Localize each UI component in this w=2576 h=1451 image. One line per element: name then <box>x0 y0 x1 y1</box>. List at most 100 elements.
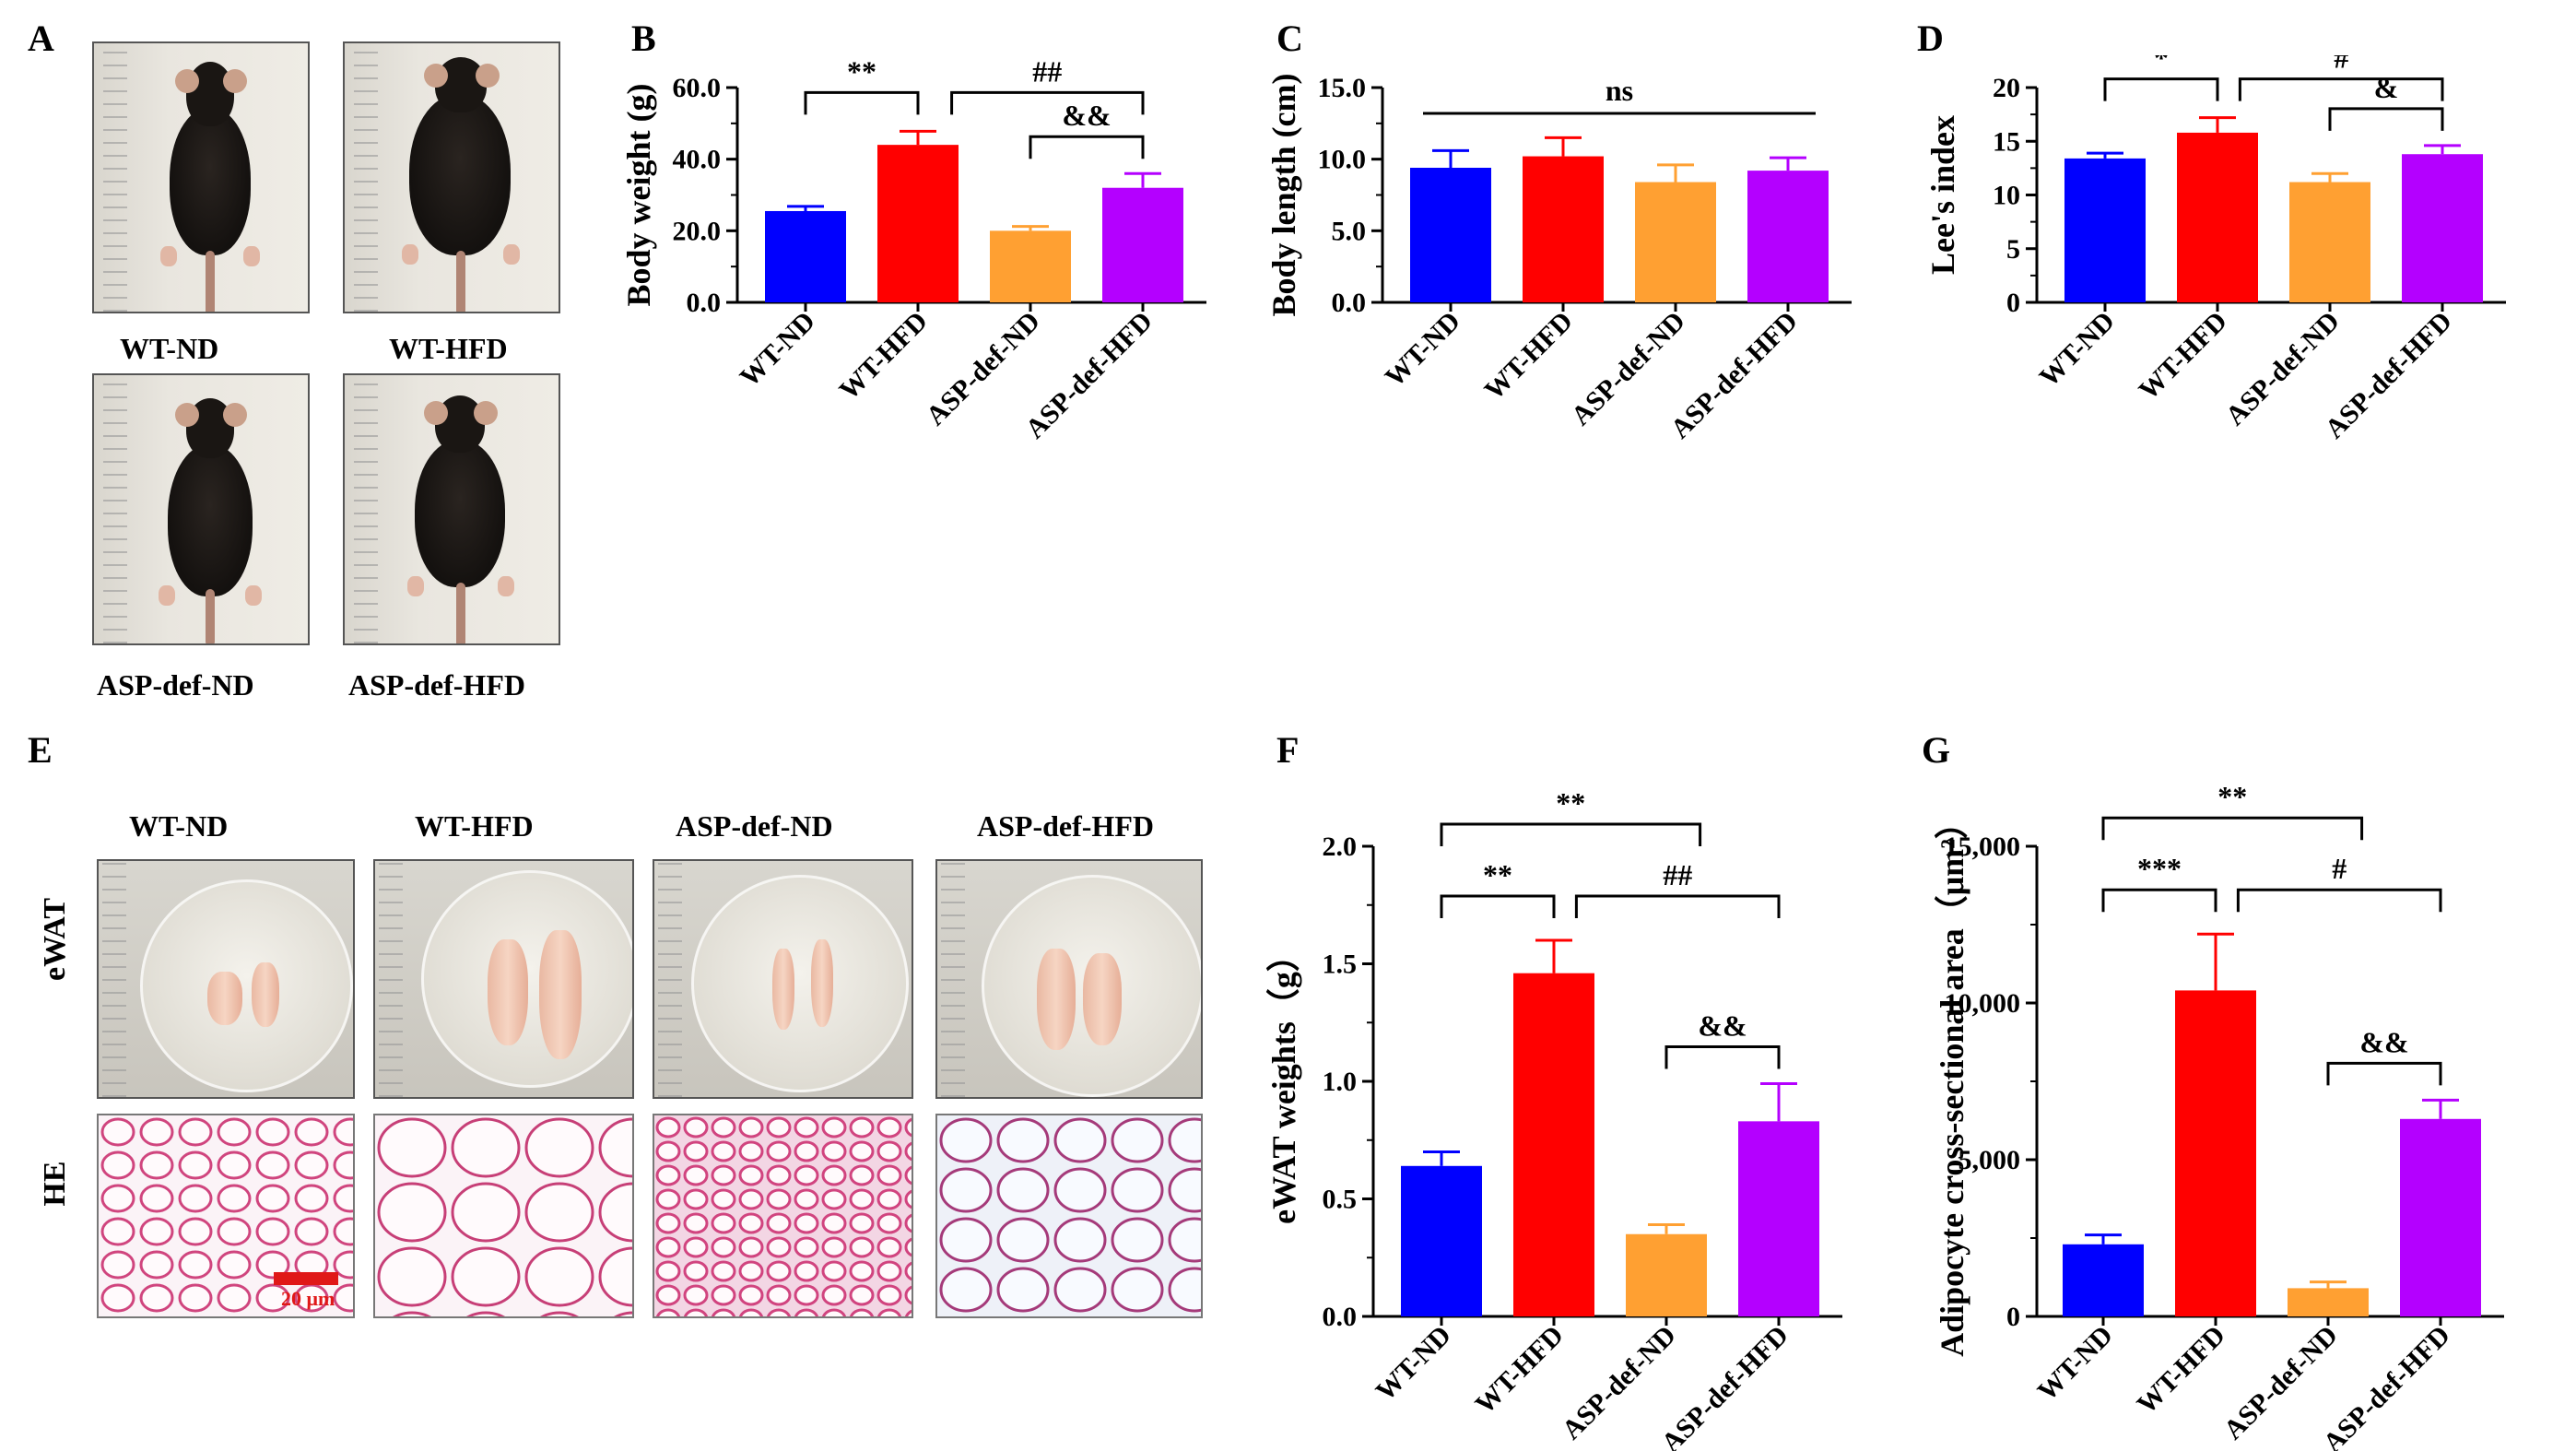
y-tick-label: 10 <box>1993 181 2020 211</box>
bar-wt-hfd <box>2175 990 2256 1316</box>
he-image-wt-hfd <box>373 1114 634 1318</box>
y-tick-label: 0.0 <box>687 288 722 318</box>
significance-label: * <box>2154 55 2169 75</box>
bar-asp-def-hfd <box>1747 171 1829 302</box>
significance-label: *** <box>2137 852 2182 885</box>
x-tick-label: WT-ND <box>2033 306 2120 393</box>
bar-asp-def-hfd <box>2400 1118 2481 1316</box>
e-col-wt-nd: WT-ND <box>129 809 229 843</box>
he-image-wt-nd: 20 μm <box>97 1114 355 1318</box>
x-tick-label: WT-ND <box>734 306 820 393</box>
bar-wt-hfd <box>1523 156 1604 302</box>
y-tick-label: 0.0 <box>1332 288 1367 318</box>
bar-wt-nd <box>2064 158 2146 302</box>
significance-bracket <box>2103 77 2219 101</box>
significance-bracket <box>1664 1045 1781 1069</box>
bar-asp-def-hfd <box>2402 154 2483 302</box>
x-tick-label: WT-ND <box>2031 1320 2118 1407</box>
y-axis-label: eWAT weights（g） <box>1265 938 1302 1224</box>
significance-label: ** <box>2217 780 2247 813</box>
bar-wt-nd <box>1410 167 1491 302</box>
significance-bracket <box>950 90 1145 115</box>
he-image-asp-def-nd <box>653 1114 913 1318</box>
ewat-photo-asp-def-hfd <box>935 859 1203 1099</box>
y-tick-label: 5.0 <box>1332 216 1367 246</box>
significance-bracket <box>2101 888 2217 913</box>
bar-wt-hfd <box>1513 973 1594 1316</box>
significance-bracket <box>1440 822 1702 846</box>
chart-body-length: 0.0 5.0 10.0 15.0 Body length (cm) WT-ND WT-HF… <box>1265 73 1852 444</box>
significance-label: && <box>1698 1009 1747 1043</box>
x-tick-label: ASP-def-ND <box>2217 1320 2343 1445</box>
y-tick-label: 15.0 <box>1318 73 1367 103</box>
e-row-ewat: eWAT <box>38 897 72 982</box>
panel-label-a: A <box>28 18 54 59</box>
significance-bracket <box>1440 894 1556 918</box>
significance-bracket <box>2101 816 2364 841</box>
significance-label: # <box>2334 55 2348 75</box>
e-col-asp-def-hfd: ASP-def-HFD <box>977 809 1154 843</box>
significance-label: && <box>1062 99 1111 132</box>
significance-label: & <box>2374 71 2399 104</box>
ewat-photo-asp-def-nd <box>653 859 913 1099</box>
y-axis-label: Body length (cm) <box>1265 74 1302 317</box>
x-tick-label: ASP-def-ND <box>1556 1320 1681 1445</box>
y-tick-label: 20 <box>1993 73 2020 103</box>
y-axis-label: Body weight (g) <box>620 84 657 307</box>
significance-label: ** <box>847 55 876 88</box>
chart-lees-index: 0 5 10 15 20 Lee's index WT-ND WT-HFDASP-def-ND… <box>1924 55 2506 444</box>
x-tick-label: WT-HFD <box>1478 306 1579 407</box>
x-tick-label: ASP-def-ND <box>1565 306 1690 431</box>
significance-bracket <box>2326 1061 2442 1086</box>
bar-wt-nd <box>2063 1244 2144 1316</box>
mouse-photo-asp-def-nd <box>92 373 310 645</box>
x-tick-label: WT-HFD <box>1469 1320 1570 1421</box>
scale-bar <box>274 1272 338 1285</box>
significance-bracket <box>2238 77 2444 101</box>
x-tick-label: ASP-def-ND <box>920 306 1045 431</box>
significance-label: && <box>2359 1025 2408 1058</box>
caption-wt-nd: WT-ND <box>120 332 219 365</box>
bar-asp-def-nd <box>990 230 1071 302</box>
bar-asp-def-nd <box>2288 1288 2369 1316</box>
significance-label: ** <box>1483 858 1512 891</box>
y-tick-label: 20.0 <box>673 216 722 246</box>
bar-wt-hfd <box>2177 132 2258 302</box>
bar-asp-def-hfd <box>1102 187 1183 302</box>
e-col-asp-def-nd: ASP-def-ND <box>676 809 833 843</box>
caption-asp-def-nd: ASP-def-ND <box>97 668 254 702</box>
y-tick-label: 1.5 <box>1323 950 1358 980</box>
y-tick-label: 15 <box>1993 126 2020 157</box>
x-tick-label: WT-ND <box>1379 306 1465 393</box>
y-tick-label: 5 <box>2006 234 2020 265</box>
panel-label-g: G <box>1922 729 1951 771</box>
x-tick-label: WT-HFD <box>833 306 934 407</box>
y-tick-label: 0 <box>2006 1302 2020 1332</box>
panel-label-e: E <box>28 729 53 771</box>
panel-label-c: C <box>1276 18 1303 59</box>
caption-wt-hfd: WT-HFD <box>389 332 508 365</box>
e-col-wt-hfd: WT-HFD <box>415 809 534 843</box>
bar-asp-def-nd <box>2289 182 2370 302</box>
y-axis-label: Lee's index <box>1924 115 1961 275</box>
y-tick-label: 10.0 <box>1318 145 1367 175</box>
x-tick-label: WT-ND <box>1370 1320 1456 1407</box>
bar-wt-nd <box>1401 1165 1482 1316</box>
bar-wt-hfd <box>877 145 959 302</box>
significance-bracket <box>1574 894 1781 918</box>
significance-label: ## <box>1032 55 1062 88</box>
bar-wt-nd <box>765 210 846 302</box>
significance-bracket <box>804 90 920 115</box>
bar-asp-def-nd <box>1635 182 1716 302</box>
y-tick-label: 0 <box>2006 288 2020 318</box>
y-axis-label: Adipocyte cross-sectional area（μm²） <box>1934 806 1970 1357</box>
mouse-photo-wt-hfd <box>343 41 560 313</box>
panel-label-b: B <box>631 18 656 59</box>
x-tick-label: WT-HFD <box>2131 1320 2231 1421</box>
significance-bracket <box>2328 107 2444 131</box>
y-tick-label: 5,000 <box>1958 1145 2021 1175</box>
y-tick-label: 0.0 <box>1323 1302 1358 1332</box>
he-cells-wt-nd: 20 μm <box>99 1115 353 1316</box>
mouse-photo-asp-def-hfd <box>343 373 560 645</box>
